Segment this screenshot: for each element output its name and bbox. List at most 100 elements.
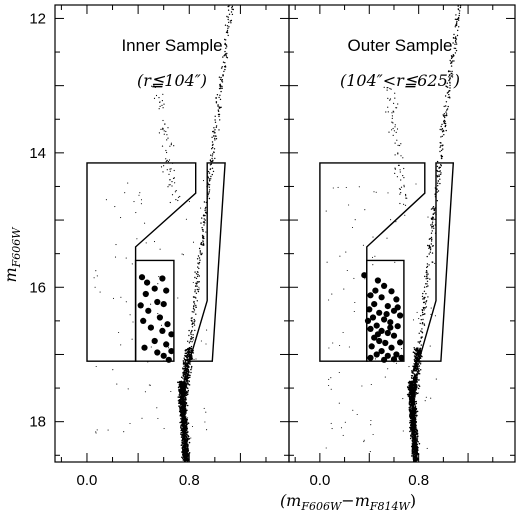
bss-star [154,349,161,356]
field-star [409,382,412,384]
field-star [225,53,227,56]
field-star [412,391,414,394]
field-star [433,208,435,210]
field-star [455,22,458,24]
field-star [184,382,187,385]
selection-box-1 [134,259,175,362]
field-star [408,386,411,389]
field-star [200,222,202,224]
bss-star [384,352,391,359]
field-star [161,100,163,102]
field-star [403,177,405,179]
field-star [183,367,186,370]
bss-star [382,339,389,347]
field-star [187,362,189,364]
field-star [431,223,433,225]
field-star [330,388,332,390]
field-star [454,41,457,43]
field-star [207,183,210,186]
bss-star [364,317,372,324]
bss-star [381,316,388,323]
field-star [166,139,168,141]
field-star [408,391,411,394]
field-star [158,276,160,278]
field-star [415,428,418,431]
field-star [169,168,171,170]
field-star [328,299,330,301]
field-star [445,111,447,113]
field-star [200,243,203,246]
selection-box-0 [86,162,197,362]
field-star [387,192,389,194]
left-panel-title: Inner Sample [121,36,222,55]
field-star [417,350,420,352]
field-star [425,270,428,272]
field-star [185,441,188,443]
bss-star [140,317,147,324]
field-star [416,364,419,367]
field-star [410,375,413,377]
field-star [415,349,418,351]
field-star [342,331,344,334]
field-star [179,389,181,392]
field-star [454,52,457,54]
selection-box-0 [319,162,426,362]
field-star [421,309,424,312]
field-star [178,410,181,413]
field-star [416,367,419,370]
field-star [208,180,211,182]
field-star [455,24,458,27]
field-star [445,101,448,103]
field-star [213,127,215,129]
field-star [228,21,230,24]
bss-star [372,287,379,294]
field-star [144,391,146,393]
field-star [449,70,451,73]
field-star [403,167,405,170]
field-star [432,213,434,215]
field-star [425,396,427,398]
field-star [390,88,392,90]
field-star [192,334,194,336]
field-star [180,411,182,414]
field-star [454,39,457,42]
field-star [183,357,185,359]
field-star [362,244,364,246]
field-star [393,130,395,132]
field-star [171,185,173,187]
field-star [129,314,131,316]
field-star [226,29,229,32]
field-star [455,43,458,45]
field-star [338,371,340,374]
field-star [162,128,164,131]
field-star [409,416,412,419]
field-star [180,417,182,420]
field-star [418,332,420,334]
field-star [413,375,416,377]
field-star [453,47,455,49]
selection-boxes-right [319,162,455,362]
field-star [328,378,330,380]
field-star [459,10,461,12]
field-star [222,74,224,76]
field-star [204,209,206,212]
field-star [390,219,392,221]
field-star [449,82,451,84]
bss-star [144,279,151,286]
field-star [411,407,413,410]
field-star [196,281,199,283]
field-star [418,365,421,367]
field-star [442,144,444,146]
field-star [231,7,233,9]
field-star [430,224,432,226]
field-star [431,230,433,232]
field-star [150,346,152,348]
field-star [129,422,131,425]
bss-star [147,324,154,331]
field-star [399,188,401,190]
field-star [205,343,207,345]
field-star [178,394,181,396]
field-star [181,419,184,422]
field-star [226,52,228,55]
field-star [412,386,414,388]
